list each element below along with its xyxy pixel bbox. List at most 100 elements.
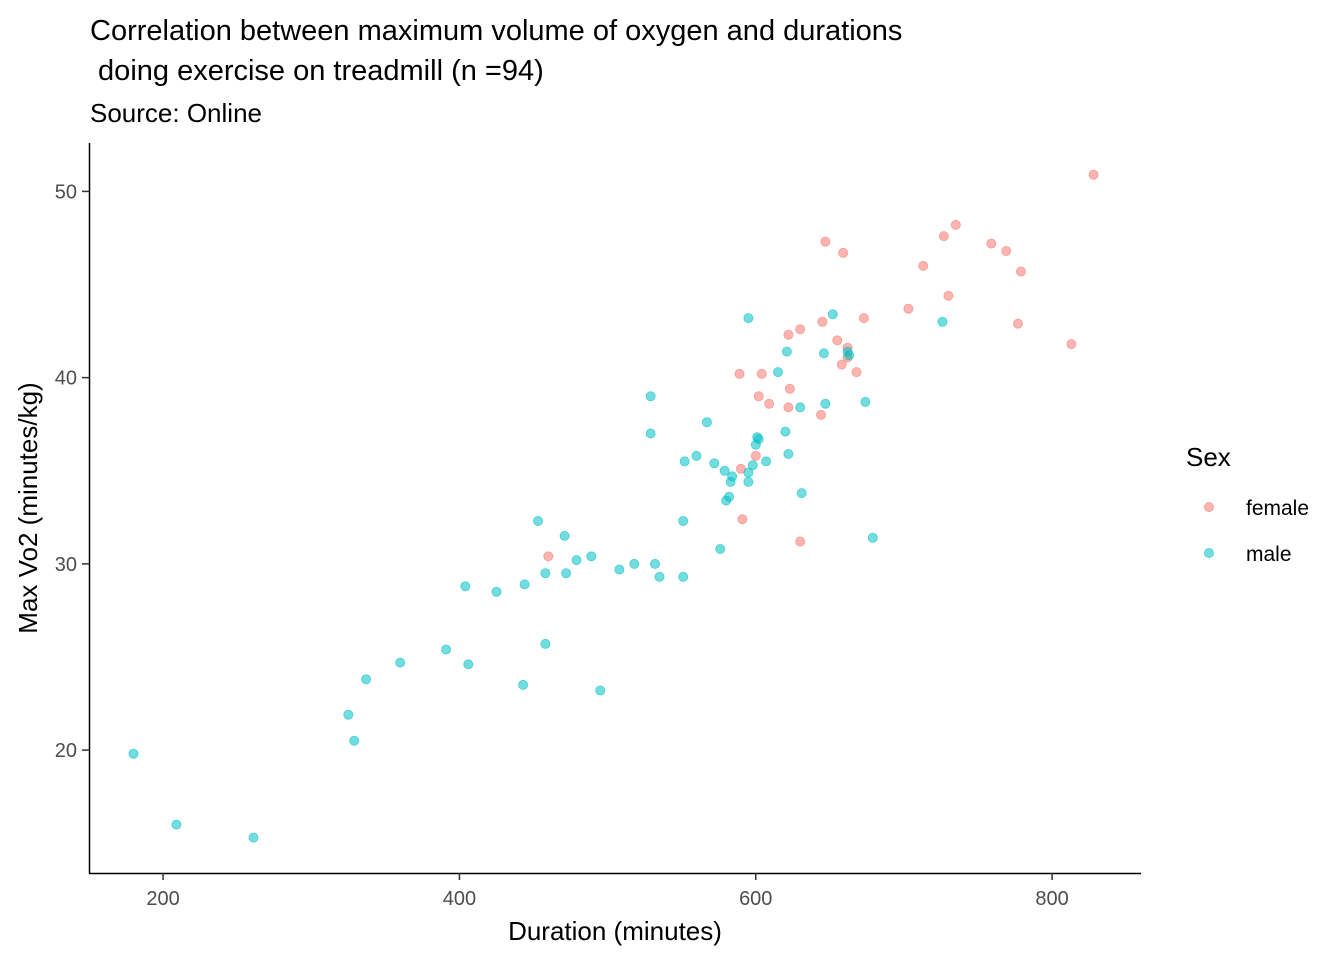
y-tick-label: 30 — [55, 554, 77, 576]
data-point-female-3 — [737, 514, 748, 525]
data-point-male-42 — [747, 460, 758, 471]
data-point-male-36 — [724, 491, 735, 502]
data-point-male-46 — [761, 456, 772, 467]
data-point-male-31 — [701, 417, 712, 428]
data-point-female-1 — [734, 368, 745, 379]
data-point-male-54 — [820, 398, 831, 409]
data-point-female-12 — [795, 536, 806, 547]
data-point-female-30 — [1013, 318, 1024, 329]
data-point-female-8 — [783, 329, 794, 340]
data-point-male-49 — [781, 346, 792, 357]
legend-label-female: female — [1246, 497, 1309, 520]
data-point-male-0 — [128, 748, 139, 759]
data-point-male-60 — [937, 316, 948, 327]
data-point-male-32 — [709, 458, 720, 469]
data-point-male-25 — [650, 558, 661, 569]
data-point-male-57 — [844, 350, 855, 361]
data-point-male-28 — [678, 571, 689, 582]
data-point-male-39 — [743, 313, 754, 324]
data-point-male-8 — [460, 581, 471, 592]
data-point-male-53 — [818, 348, 829, 359]
data-point-female-13 — [816, 409, 827, 420]
data-point-male-18 — [571, 555, 582, 566]
data-point-male-15 — [540, 638, 551, 649]
data-point-male-16 — [559, 530, 570, 541]
data-point-male-20 — [595, 685, 606, 696]
data-point-female-22 — [858, 313, 869, 324]
data-point-female-32 — [1066, 339, 1077, 350]
x-tick-label: 800 — [1035, 888, 1068, 910]
chart-subtitle: Source: Online — [90, 98, 262, 128]
data-point-female-16 — [832, 335, 843, 346]
data-point-male-22 — [629, 558, 640, 569]
data-point-female-23 — [903, 303, 914, 314]
legend: Sex female male — [1186, 442, 1309, 566]
data-point-male-6 — [395, 657, 406, 668]
data-point-female-4 — [750, 450, 761, 461]
y-axis-title: Max Vo2 (minutes/kg) — [13, 382, 43, 633]
data-point-male-7 — [441, 644, 452, 655]
data-point-male-26 — [654, 571, 665, 582]
data-point-male-19 — [586, 551, 597, 562]
data-point-female-26 — [943, 290, 954, 301]
data-point-male-27 — [678, 516, 689, 527]
data-point-female-29 — [1001, 245, 1012, 256]
data-point-female-28 — [986, 238, 997, 249]
data-point-male-50 — [783, 448, 794, 459]
data-point-male-52 — [796, 488, 807, 499]
data-point-male-33 — [715, 544, 726, 555]
data-point-male-21 — [614, 564, 625, 575]
x-axis-ticks: 200 400 600 800 — [146, 873, 1069, 910]
data-point-male-47 — [773, 367, 784, 378]
data-point-male-1 — [171, 819, 182, 830]
data-point-female-17 — [836, 359, 847, 370]
data-point-male-59 — [867, 532, 878, 543]
chart-title-line-2: doing exercise on treadmill (n =94) — [90, 55, 544, 87]
data-point-female-15 — [820, 236, 831, 247]
data-point-female-31 — [1016, 266, 1027, 277]
data-point-female-10 — [784, 383, 795, 394]
data-point-female-27 — [950, 219, 961, 230]
data-point-male-9 — [463, 659, 474, 670]
data-point-female-25 — [938, 231, 949, 242]
data-point-male-30 — [691, 450, 702, 461]
legend-title: Sex — [1186, 442, 1231, 472]
data-point-male-10 — [491, 586, 502, 597]
data-point-female-24 — [918, 260, 929, 271]
data-point-male-41 — [743, 467, 754, 478]
legend-key-female — [1204, 501, 1215, 512]
data-point-male-5 — [361, 674, 372, 685]
data-point-male-14 — [540, 568, 551, 579]
data-point-male-17 — [561, 568, 572, 579]
data-point-male-34 — [719, 465, 730, 476]
x-tick-label: 400 — [443, 888, 476, 910]
y-tick-label: 50 — [55, 181, 77, 203]
data-point-male-11 — [518, 679, 529, 690]
x-axis-title: Duration (minutes) — [508, 916, 722, 946]
legend-label-male: male — [1246, 543, 1292, 566]
points-layer — [128, 169, 1099, 843]
data-point-female-6 — [756, 368, 767, 379]
data-point-male-24 — [645, 428, 656, 439]
data-point-male-51 — [795, 402, 806, 413]
legend-key-male — [1204, 548, 1215, 559]
y-tick-label: 40 — [55, 368, 77, 390]
data-point-female-14 — [817, 316, 828, 327]
data-point-female-0 — [543, 551, 554, 562]
y-axis-ticks: 20 30 40 50 — [55, 181, 89, 762]
data-point-female-21 — [851, 367, 862, 378]
data-point-male-40 — [743, 476, 754, 487]
legend-items: female male — [1204, 497, 1309, 566]
data-point-female-11 — [795, 324, 806, 335]
data-point-male-13 — [533, 516, 544, 527]
data-point-male-12 — [519, 579, 530, 590]
data-point-male-38 — [727, 471, 738, 482]
data-point-female-18 — [838, 247, 849, 258]
data-point-male-23 — [645, 391, 656, 402]
data-point-female-7 — [764, 398, 775, 409]
chart-title-line-1: Correlation between maximum volume of ox… — [90, 15, 902, 47]
data-point-male-3 — [343, 709, 354, 720]
data-point-male-29 — [679, 456, 690, 467]
data-point-female-33 — [1088, 169, 1099, 180]
